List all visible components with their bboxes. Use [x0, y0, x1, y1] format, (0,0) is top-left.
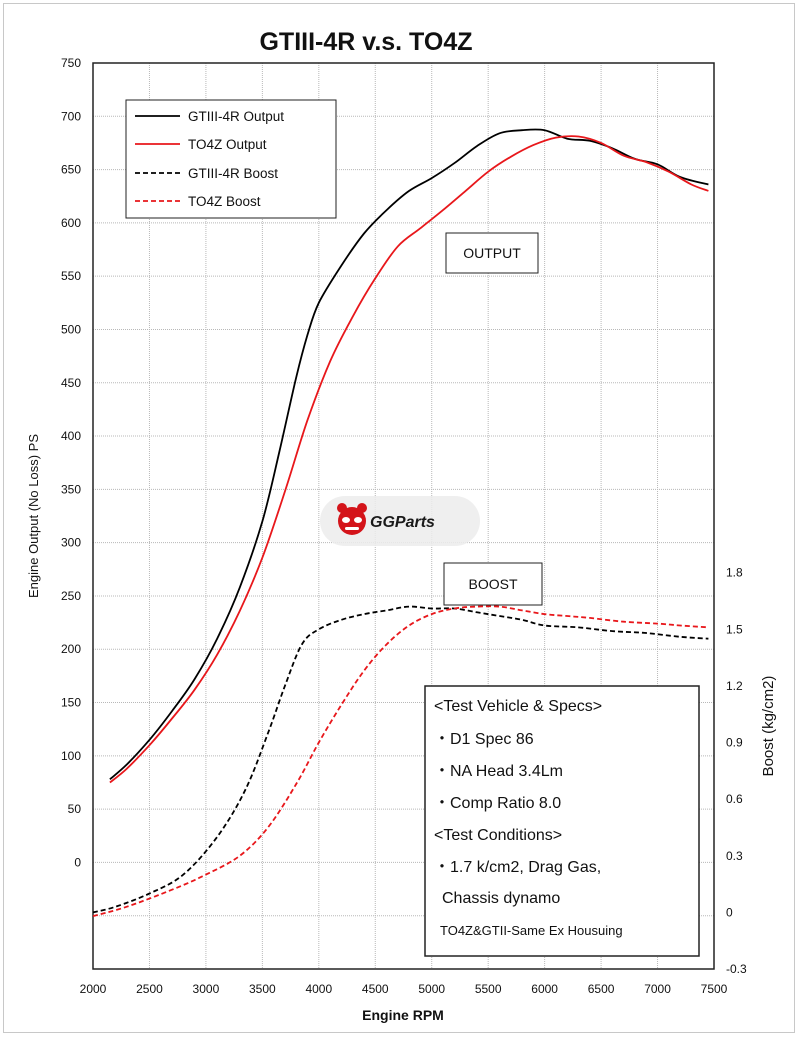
- series-layer: [92, 128, 709, 917]
- boost-annotation: BOOST: [443, 562, 543, 606]
- y-tick-label: 350: [61, 482, 81, 496]
- y-tick-label: 600: [61, 216, 81, 230]
- y2-axis-label: Boost (kg/cm2): [760, 676, 777, 777]
- series-line-to4z-boost: [92, 605, 709, 917]
- series-line-gtiii-4r-output: [109, 128, 709, 780]
- y2-tick-label: 0.9: [726, 736, 743, 750]
- x-tick-label: 4000: [305, 982, 332, 996]
- ggparts-logo-icon: [337, 503, 367, 535]
- x-tick-label: 3000: [193, 982, 220, 996]
- output-annotation: OUTPUT: [445, 232, 539, 274]
- y-tick-label: 750: [61, 56, 81, 70]
- specs-heading-conditions: <Test Conditions>: [434, 827, 562, 844]
- y-tick-label: 550: [61, 269, 81, 283]
- y-tick-label: 400: [61, 429, 81, 443]
- specs-line-d1: ・D1 Spec 86: [434, 731, 534, 748]
- x-tick-label: 5500: [475, 982, 502, 996]
- watermark-text: GGParts: [370, 514, 435, 531]
- x-tick-label: 6000: [531, 982, 558, 996]
- legend-label-gtiii-boost: GTIII-4R Boost: [188, 166, 278, 181]
- x-tick-label: 2000: [80, 982, 107, 996]
- y-tick-label: 700: [61, 109, 81, 123]
- chart-title: GTIII-4R v.s. TO4Z: [259, 28, 472, 56]
- legend-label-to4z-output: TO4Z Output: [188, 137, 267, 152]
- x-tick-label: 6500: [588, 982, 615, 996]
- x-axis-ticks: 2000 2500 3000 3500 4000 4500 5000 5500 6000 6500…: [80, 982, 728, 996]
- x-tick-label: 5000: [418, 982, 445, 996]
- y-tick-label: 300: [61, 536, 81, 550]
- legend-label-gtiii-output: GTIII-4R Output: [188, 109, 284, 124]
- left-axis-ticks: 0 50 100 150 200 250 300 350 400 450 500 550 600 650 7…: [61, 56, 81, 869]
- y-tick-label: 150: [61, 696, 81, 710]
- y2-tick-label: 0: [726, 905, 733, 919]
- y-tick-label: 100: [61, 749, 81, 763]
- specs-line-head: ・NA Head 3.4Lm: [434, 763, 563, 780]
- series-line-to4z-output: [109, 135, 709, 784]
- legend: GTIII-4R Output TO4Z Output GTIII-4R Boo…: [125, 99, 337, 219]
- chart-frame: [3, 3, 795, 1033]
- y-axis-label: Engine Output (No Loss) PS: [26, 434, 41, 598]
- y-tick-label: 250: [61, 589, 81, 603]
- plot-border: [92, 62, 715, 970]
- y-tick-label: 200: [61, 642, 81, 656]
- specs-line-boost: ・1.7 k/cm2, Drag Gas,: [434, 859, 601, 876]
- y-tick-label: 650: [61, 163, 81, 177]
- legend-label-to4z-boost: TO4Z Boost: [188, 194, 261, 209]
- y-tick-label: 500: [61, 322, 81, 336]
- x-tick-label: 7000: [644, 982, 671, 996]
- y2-tick-label: 1.8: [726, 566, 743, 580]
- specs-heading-vehicle: <Test Vehicle & Specs>: [434, 698, 602, 715]
- specs-line-dyno: Chassis dynamo: [442, 890, 560, 907]
- y2-tick-label: 0.6: [726, 792, 743, 806]
- y2-tick-label: -0.3: [726, 962, 747, 976]
- x-tick-label: 7500: [701, 982, 728, 996]
- y2-tick-label: 1.5: [726, 622, 743, 636]
- y-tick-label: 0: [74, 855, 81, 869]
- specs-line-comp: ・Comp Ratio 8.0: [434, 795, 561, 812]
- ggparts-watermark: GGParts: [320, 496, 480, 546]
- y-tick-label: 50: [68, 802, 82, 816]
- x-tick-label: 2500: [136, 982, 163, 996]
- y-tick-label: 450: [61, 376, 81, 390]
- right-axis-ticks: -0.3 0 0.3 0.6 0.9 1.2 1.5 1.8: [726, 566, 747, 976]
- specs-footnote: TO4Z&GTII-Same Ex Housuing: [440, 923, 623, 938]
- specs-box: <Test Vehicle & Specs> ・D1 Spec 86 ・NA H…: [424, 685, 700, 957]
- x-tick-label: 4500: [362, 982, 389, 996]
- y2-tick-label: 1.2: [726, 679, 743, 693]
- x-axis-label: Engine RPM: [362, 1007, 444, 1023]
- output-annotation-text: OUTPUT: [463, 245, 521, 261]
- x-tick-label: 3500: [249, 982, 276, 996]
- series-line-gtiii-4r-boost: [92, 605, 709, 914]
- boost-annotation-text: BOOST: [468, 576, 517, 592]
- y2-tick-label: 0.3: [726, 849, 743, 863]
